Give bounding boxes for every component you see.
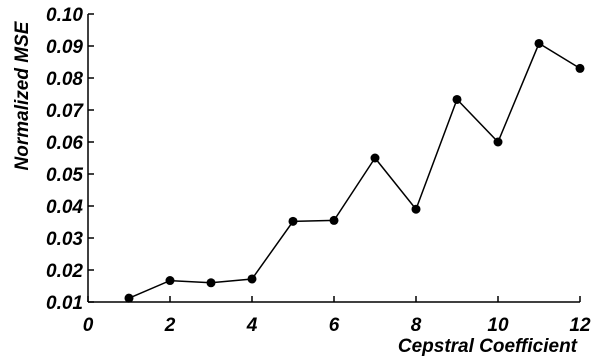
data-point [329, 215, 339, 225]
data-point [575, 63, 585, 73]
y-tick-label: 0.09 [46, 37, 83, 58]
data-point [124, 293, 134, 303]
y-tick-label: 0.10 [46, 5, 83, 26]
x-tick-label: 2 [164, 315, 176, 336]
x-tick-label: 10 [487, 315, 509, 336]
y-ticks: 0.01 0.02 0.03 0.04 0.05 0.06 0.07 0.08 0.09 0.10 [46, 5, 94, 314]
data-point [206, 278, 216, 288]
data-point [288, 216, 298, 226]
data-series [124, 38, 585, 303]
y-axis-label: Normalized MSE [12, 20, 33, 170]
x-axis-label: Cepstral Coefficient [398, 336, 578, 357]
x-tick-label: 12 [569, 315, 591, 336]
data-point [165, 276, 175, 286]
y-tick-label: 0.07 [46, 101, 84, 122]
x-tick-label: 8 [411, 315, 422, 336]
x-tick-label: 6 [329, 315, 340, 336]
data-point [411, 204, 421, 214]
y-tick-label: 0.02 [46, 261, 83, 282]
y-tick-label: 0.04 [46, 197, 83, 218]
x-tick-label: 4 [246, 315, 258, 336]
data-point [370, 153, 380, 163]
x-tick-label: 0 [83, 315, 94, 336]
y-tick-label: 0.03 [46, 229, 83, 250]
data-point [493, 137, 503, 147]
series-line [128, 42, 581, 299]
y-tick-label: 0.01 [46, 293, 83, 314]
y-tick-label: 0.08 [46, 69, 83, 90]
data-point [247, 274, 257, 284]
data-point [452, 94, 462, 104]
data-point [534, 38, 544, 48]
y-tick-label: 0.06 [46, 133, 83, 154]
axes [87, 14, 580, 303]
x-ticks: 0 2 4 6 8 10 12 [83, 296, 591, 336]
y-tick-label: 0.05 [46, 165, 83, 186]
